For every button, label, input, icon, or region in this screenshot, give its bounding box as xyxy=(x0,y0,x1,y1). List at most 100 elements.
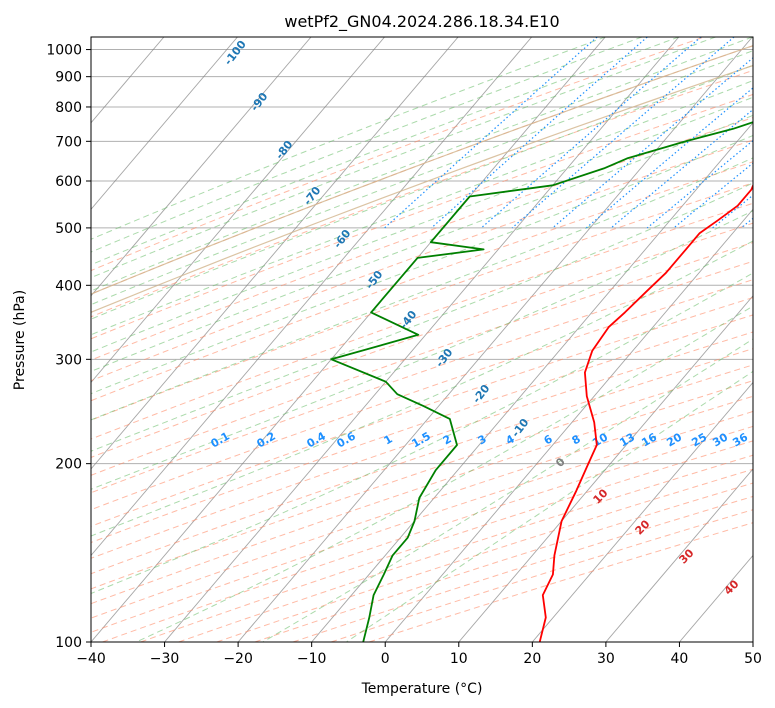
dry-adiabat-label: -40 xyxy=(397,308,420,332)
plot-frame xyxy=(90,36,754,643)
moist-adiabat-label: 30 xyxy=(677,546,697,566)
dry-adiabat-line xyxy=(91,279,753,511)
y-tick-label: 100 xyxy=(55,635,82,651)
isotherm-line xyxy=(458,295,753,642)
x-tick-label: 30 xyxy=(597,651,615,667)
axis-ticks: −40 −30 −20 −10 0 10 20 30 40 50 1000 900 800 700 600 5… xyxy=(46,43,762,667)
dry-adiabat-line xyxy=(140,440,753,642)
mixing-ratio-line xyxy=(552,57,753,229)
dry-adiabat-line xyxy=(91,241,753,476)
reference-adiabat-line xyxy=(91,64,753,313)
isotherm-line xyxy=(679,554,753,642)
y-tick-label: 800 xyxy=(55,100,82,116)
dry-adiabat-line xyxy=(91,182,753,421)
y-tick-label: 200 xyxy=(55,457,82,473)
dry-adiabat-line xyxy=(91,139,753,382)
mixing-ratio-label: 2 xyxy=(441,432,454,447)
mixing-ratio-line xyxy=(764,37,775,228)
mixing-ratio-line xyxy=(740,217,753,229)
dry-adiabat-label: -90 xyxy=(248,90,271,114)
x-axis-label: Temperature (°C) xyxy=(361,681,483,697)
y-tick-label: 1000 xyxy=(46,43,82,59)
moist-adiabat-label: 10 xyxy=(591,486,611,506)
x-tick-label: 40 xyxy=(671,651,689,667)
x-tick-label: −40 xyxy=(76,651,106,667)
mixing-ratio-label: 16 xyxy=(639,430,659,449)
mixing-ratio-line xyxy=(480,37,702,229)
dry-adiabat-line xyxy=(178,454,753,642)
y-tick-label: 500 xyxy=(55,221,82,237)
mixing-ratio-label: 0.4 xyxy=(305,429,329,450)
moist-adiabat-line xyxy=(91,157,753,421)
y-tick-label: 600 xyxy=(55,174,82,190)
x-tick-label: −30 xyxy=(150,651,180,667)
dry-adiabat-line xyxy=(91,37,705,272)
isotherm-line xyxy=(752,641,753,642)
moist-adiabat-line xyxy=(136,305,753,642)
dry-adiabat-line xyxy=(91,222,753,458)
isotherm-line xyxy=(91,37,533,557)
moist-adiabat-line xyxy=(91,50,753,306)
isotherm-line xyxy=(605,468,753,642)
moist-adiabat-line xyxy=(91,80,753,336)
moist-adiabat-line xyxy=(262,338,753,642)
isotherm-line xyxy=(91,37,459,470)
moist-adiabat-line xyxy=(91,37,643,253)
mixing-ratio-label: 0.1 xyxy=(209,429,232,450)
dry-adiabat-line xyxy=(91,117,753,361)
moist-adiabat-label: 40 xyxy=(722,577,742,597)
dewpoint-profile-line xyxy=(330,121,753,642)
dry-adiabat-line xyxy=(91,93,753,340)
y-tick-label: 900 xyxy=(55,70,82,86)
isotherm-line xyxy=(91,37,606,642)
moist-adiabat-line xyxy=(91,37,679,266)
dry-adiabat-line xyxy=(254,482,753,642)
x-tick-label: 50 xyxy=(744,651,762,667)
dry-adiabat-line xyxy=(216,468,753,642)
mixing-ratio-label: 30 xyxy=(710,430,730,449)
isotherm-line xyxy=(91,37,385,384)
x-tick-label: −20 xyxy=(223,651,253,667)
moist-adiabat-line xyxy=(91,210,753,490)
y-tick-label: 700 xyxy=(55,134,82,150)
dry-adiabat-line xyxy=(91,314,753,544)
y-tick-label: 300 xyxy=(55,352,82,368)
moist-adiabat-line xyxy=(91,134,753,395)
dry-adiabat-line xyxy=(91,410,753,633)
dry-adiabat-line xyxy=(292,495,753,642)
dry-adiabat-label: -100 xyxy=(222,38,249,68)
y-axis-label: Pressure (hPa) xyxy=(12,290,28,390)
dry-adiabat-label: -20 xyxy=(470,382,493,406)
mixing-ratio-line xyxy=(646,139,753,229)
moist-adiabat-line xyxy=(91,37,716,279)
dry-adiabat-label: -60 xyxy=(331,227,354,251)
isotherm-line xyxy=(384,208,753,642)
chart-title: wetPf2_GN04.2024.286.18.34.E10 xyxy=(284,12,559,32)
moist-adiabat-line xyxy=(91,182,753,452)
isotherm-line xyxy=(531,381,753,642)
x-tick-label: 20 xyxy=(523,651,541,667)
mixing-ratio-line xyxy=(384,37,598,229)
moist-adiabat-line xyxy=(91,37,753,292)
y-tick-label: 400 xyxy=(55,278,82,294)
plot-area: 0.1 0.2 0.4 0.6 1 1.5 2 3 4 6 8 10 13 16 20 25 30 36-100-… xyxy=(91,37,775,642)
dry-adiabat-line xyxy=(91,380,753,605)
mixing-ratio-line xyxy=(673,162,753,229)
dry-adiabat-label: -30 xyxy=(433,346,456,370)
mixing-ratio-label: 1.5 xyxy=(410,429,433,450)
dry-adiabat-label: -50 xyxy=(363,268,386,292)
x-tick-label: 0 xyxy=(381,651,390,667)
dry-adiabat-line xyxy=(91,331,753,559)
mixing-ratio-label: 10 xyxy=(590,430,610,449)
mixing-ratio-label: 8 xyxy=(570,432,583,447)
mixing-ratio-line xyxy=(610,108,753,229)
mixing-ratio-label: 6 xyxy=(542,432,555,447)
x-tick-label: 10 xyxy=(450,651,468,667)
dry-adiabat-line xyxy=(330,509,753,642)
isotherm-line xyxy=(237,37,753,642)
reference-adiabat-line xyxy=(91,45,753,295)
temperature-profile-line xyxy=(538,183,753,642)
moist-adiabat-line xyxy=(346,370,753,642)
